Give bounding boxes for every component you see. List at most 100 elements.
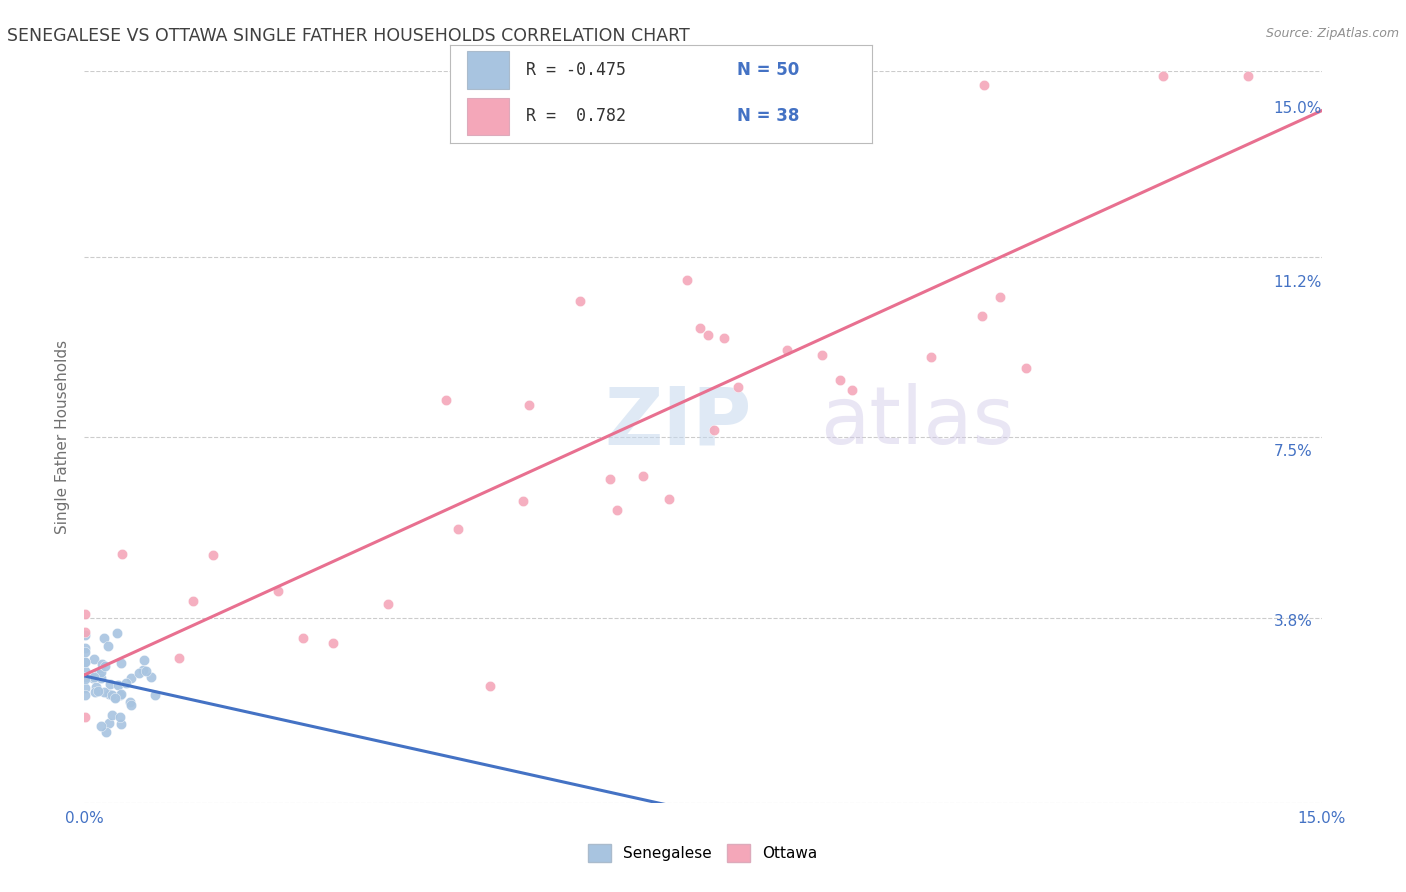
- Point: [179, 669, 201, 683]
- Point: [186, 712, 208, 726]
- Point: [166, 655, 188, 669]
- Point: [696, 296, 718, 310]
- Point: [956, 112, 979, 127]
- Point: [183, 658, 205, 673]
- Point: [172, 670, 194, 684]
- Point: [177, 681, 200, 696]
- Text: R = -0.475: R = -0.475: [526, 62, 626, 79]
- Point: [181, 632, 204, 647]
- Point: [195, 706, 218, 721]
- Y-axis label: Single Father Households: Single Father Households: [55, 353, 70, 548]
- Point: [278, 554, 301, 568]
- Point: [166, 668, 188, 682]
- Point: [494, 530, 516, 544]
- Point: [166, 680, 188, 694]
- Point: [166, 629, 188, 643]
- Point: [830, 390, 852, 404]
- Point: [166, 645, 188, 659]
- Point: [522, 677, 544, 691]
- Point: [173, 651, 195, 665]
- Point: [188, 686, 211, 700]
- Point: [197, 684, 219, 698]
- Text: N = 50: N = 50: [737, 62, 799, 79]
- Point: [205, 695, 228, 709]
- Point: [180, 657, 202, 671]
- Point: [201, 674, 224, 689]
- Point: [166, 609, 188, 624]
- Point: [188, 704, 211, 718]
- Point: [183, 721, 205, 735]
- Point: [166, 655, 188, 669]
- Point: [187, 675, 209, 690]
- Text: Source: ZipAtlas.com: Source: ZipAtlas.com: [1265, 27, 1399, 40]
- Point: [1189, 104, 1212, 119]
- Bar: [467, 97, 509, 135]
- Point: [181, 683, 204, 698]
- Point: [432, 600, 454, 615]
- Point: [179, 664, 201, 678]
- Point: [191, 688, 214, 702]
- Point: [357, 632, 380, 646]
- Point: [174, 682, 197, 697]
- Point: [191, 689, 214, 703]
- Point: [224, 669, 246, 683]
- Point: [600, 316, 623, 330]
- Point: [218, 663, 240, 677]
- Point: [718, 436, 741, 450]
- Point: [193, 627, 215, 641]
- Point: [228, 685, 250, 699]
- Point: [633, 512, 655, 526]
- Point: [166, 626, 188, 640]
- Text: ZIP: ZIP: [633, 398, 780, 475]
- Point: [197, 713, 219, 727]
- Point: [910, 368, 932, 383]
- Point: [1114, 104, 1136, 119]
- Point: [179, 714, 201, 729]
- Point: [627, 483, 650, 497]
- Point: [970, 311, 993, 326]
- Point: [783, 361, 806, 376]
- Point: [197, 656, 219, 670]
- Point: [994, 379, 1017, 393]
- Point: [814, 367, 837, 381]
- Point: [187, 684, 209, 698]
- Point: [841, 399, 863, 413]
- Text: N = 38: N = 38: [737, 107, 799, 125]
- Point: [484, 409, 506, 423]
- Point: [247, 650, 270, 665]
- Point: [707, 341, 730, 355]
- Point: [217, 653, 239, 667]
- Point: [551, 503, 574, 517]
- Point: [955, 330, 977, 344]
- Point: [657, 479, 679, 493]
- Point: [174, 678, 197, 692]
- Point: [194, 676, 217, 690]
- Point: [260, 598, 283, 612]
- Point: [727, 351, 749, 365]
- Point: [212, 665, 235, 679]
- Point: [740, 396, 762, 410]
- Bar: [467, 52, 509, 89]
- Text: atlas: atlas: [824, 398, 1018, 475]
- Point: [205, 669, 228, 683]
- Point: [205, 692, 228, 706]
- Text: SENEGALESE VS OTTAWA SINGLE FATHER HOUSEHOLDS CORRELATION CHART: SENEGALESE VS OTTAWA SINGLE FATHER HOUSE…: [7, 27, 690, 45]
- Point: [166, 642, 188, 657]
- Point: [177, 665, 200, 680]
- Legend: Senegalese, Ottawa: Senegalese, Ottawa: [600, 824, 841, 855]
- Point: [166, 706, 188, 721]
- Point: [557, 413, 579, 427]
- Point: [173, 669, 195, 683]
- Point: [186, 640, 208, 654]
- Point: [166, 663, 188, 677]
- Point: [195, 686, 218, 700]
- Point: [335, 589, 357, 603]
- Point: [166, 671, 188, 685]
- Point: [713, 347, 735, 361]
- Point: [384, 637, 406, 651]
- Text: R =  0.782: R = 0.782: [526, 107, 626, 125]
- Point: [679, 502, 702, 516]
- Point: [197, 553, 219, 567]
- Point: [166, 685, 188, 699]
- Point: [217, 662, 239, 676]
